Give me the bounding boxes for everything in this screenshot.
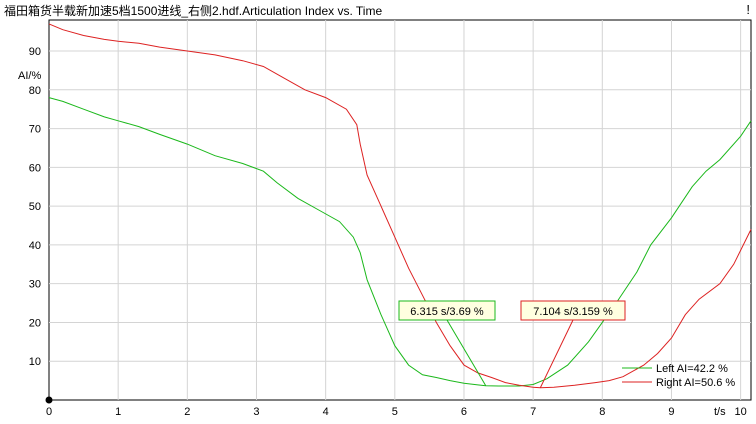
annotation-box: [520, 300, 626, 321]
annotation-text: 6.315 s/3.69 %: [410, 306, 484, 318]
annotation-leader: [539, 319, 574, 388]
annotation-box: [398, 300, 496, 321]
y-tick-label: 70: [29, 124, 41, 136]
x-tick-label: 4: [323, 406, 329, 418]
y-tick-label: 40: [29, 240, 41, 252]
y-tick-label: 20: [29, 317, 41, 329]
close-icon[interactable]: !: [746, 2, 750, 17]
y-tick-label: 90: [29, 46, 41, 58]
chart-title: 福田箱货半载新加速5档1500进线_右侧2.hdf.Articulation I…: [4, 4, 383, 18]
x-axis-label: t/s: [714, 406, 726, 418]
annotation-group: 6.315 s/3.69 % 7.104 s/3.159 %: [398, 300, 626, 388]
x-tick-label: 1: [115, 406, 121, 418]
tick-labels: 10 20 30 40 50 60 70 80 90 0 1 2 3 4 5 6 7 8 9 10: [29, 46, 747, 418]
x-tick-label: 5: [392, 406, 398, 418]
y-tick-label: 30: [29, 279, 41, 291]
y-tick-label: 80: [29, 85, 41, 97]
legend-entry: Right AI=50.6 %: [656, 377, 735, 389]
plot-area: [48, 19, 752, 401]
y-tick-label: 50: [29, 201, 41, 213]
x-tick-label: 6: [461, 406, 467, 418]
origin-marker: [45, 396, 53, 404]
x-tick-label: 0: [46, 406, 52, 418]
x-tick-label: 2: [184, 406, 190, 418]
series-line-left: [48, 97, 752, 387]
annotation-leader: [446, 319, 487, 386]
x-tick-label: 7: [530, 406, 536, 418]
grid-lines: [49, 20, 751, 400]
x-tick-label: 10: [735, 406, 747, 418]
legend: Left AI=42.2 % Right AI=50.6 %: [622, 363, 735, 389]
annotation-text: 7.104 s/3.159 %: [533, 306, 613, 318]
x-tick-label: 9: [668, 406, 674, 418]
y-tick-label: 60: [29, 162, 41, 174]
y-axis-label: AI/%: [18, 70, 41, 82]
x-tick-label: 8: [599, 406, 605, 418]
x-tick-label: 3: [253, 406, 259, 418]
y-tick-label: 10: [29, 356, 41, 368]
legend-entry: Left AI=42.2 %: [656, 363, 728, 375]
